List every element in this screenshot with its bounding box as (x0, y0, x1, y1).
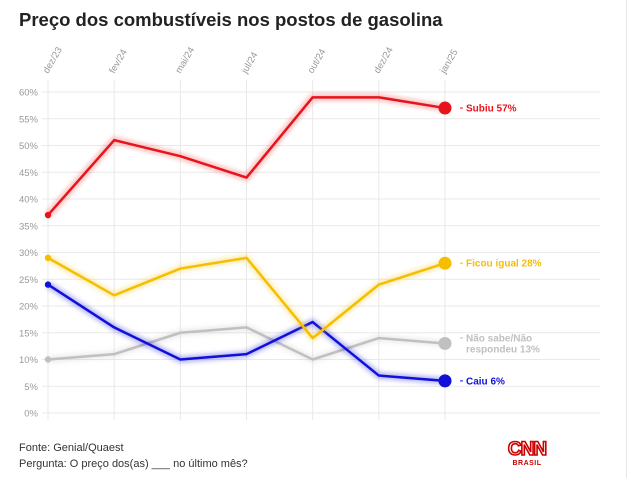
svg-text:BRASIL: BRASIL (512, 460, 541, 466)
series-end-point (438, 374, 452, 388)
series-end-label: Não sabe/Não (466, 333, 532, 344)
source-note: Fonte: Genial/Quaest (19, 442, 124, 454)
x-tick-label: fev/24 (107, 48, 129, 76)
series-line (46, 256, 447, 340)
chart-title: Preço dos combustíveis nos postos de gas… (19, 9, 443, 30)
y-tick-label: 40% (19, 195, 39, 206)
series-start-point (44, 211, 52, 219)
series-start-point (44, 254, 52, 262)
x-tick-label: jul/24 (239, 50, 260, 76)
question-note: Pergunta: O preço dos(as) ___ no último … (19, 458, 248, 470)
y-tick-label: 5% (24, 382, 38, 393)
y-tick-label: 60% (19, 88, 39, 99)
y-tick-label: 50% (19, 141, 39, 152)
x-tick-label: mai/24 (173, 45, 197, 75)
series-end-label: Ficou igual 28% (466, 259, 542, 270)
y-tick-label: 15% (19, 328, 39, 339)
x-tick-label: jan/25 (438, 48, 461, 77)
chart-footer: Fonte: Genial/Quaest Pergunta: O preço d… (19, 440, 248, 472)
y-tick-label: 20% (19, 302, 39, 313)
series-end-label: respondeu 13% (466, 344, 540, 355)
y-tick-label: 55% (19, 114, 39, 125)
x-tick-label: out/24 (306, 47, 329, 75)
series-end-label: Subiu 57% (466, 104, 517, 115)
series-line (46, 96, 447, 217)
series-line (46, 326, 447, 361)
x-tick-label: dez/23 (41, 45, 65, 75)
series-line (46, 283, 447, 383)
y-tick-label: 25% (19, 275, 39, 286)
x-tick-label: dez/24 (372, 45, 396, 75)
series-end-point (438, 336, 452, 350)
y-tick-label: 30% (19, 248, 39, 259)
series-start-point (44, 356, 52, 363)
series-end-point (438, 101, 452, 115)
svg-text:CNN: CNN (508, 439, 546, 460)
y-tick-label: 35% (19, 221, 39, 232)
cnn-brasil-logo: CNN BRASIL (507, 438, 548, 466)
y-tick-label: 10% (19, 355, 39, 366)
series-end-label: Caiu 6% (466, 376, 505, 387)
series-end-point (438, 256, 452, 270)
y-tick-label: 0% (24, 409, 38, 420)
series-start-point (44, 281, 52, 288)
y-tick-label: 45% (19, 168, 39, 179)
